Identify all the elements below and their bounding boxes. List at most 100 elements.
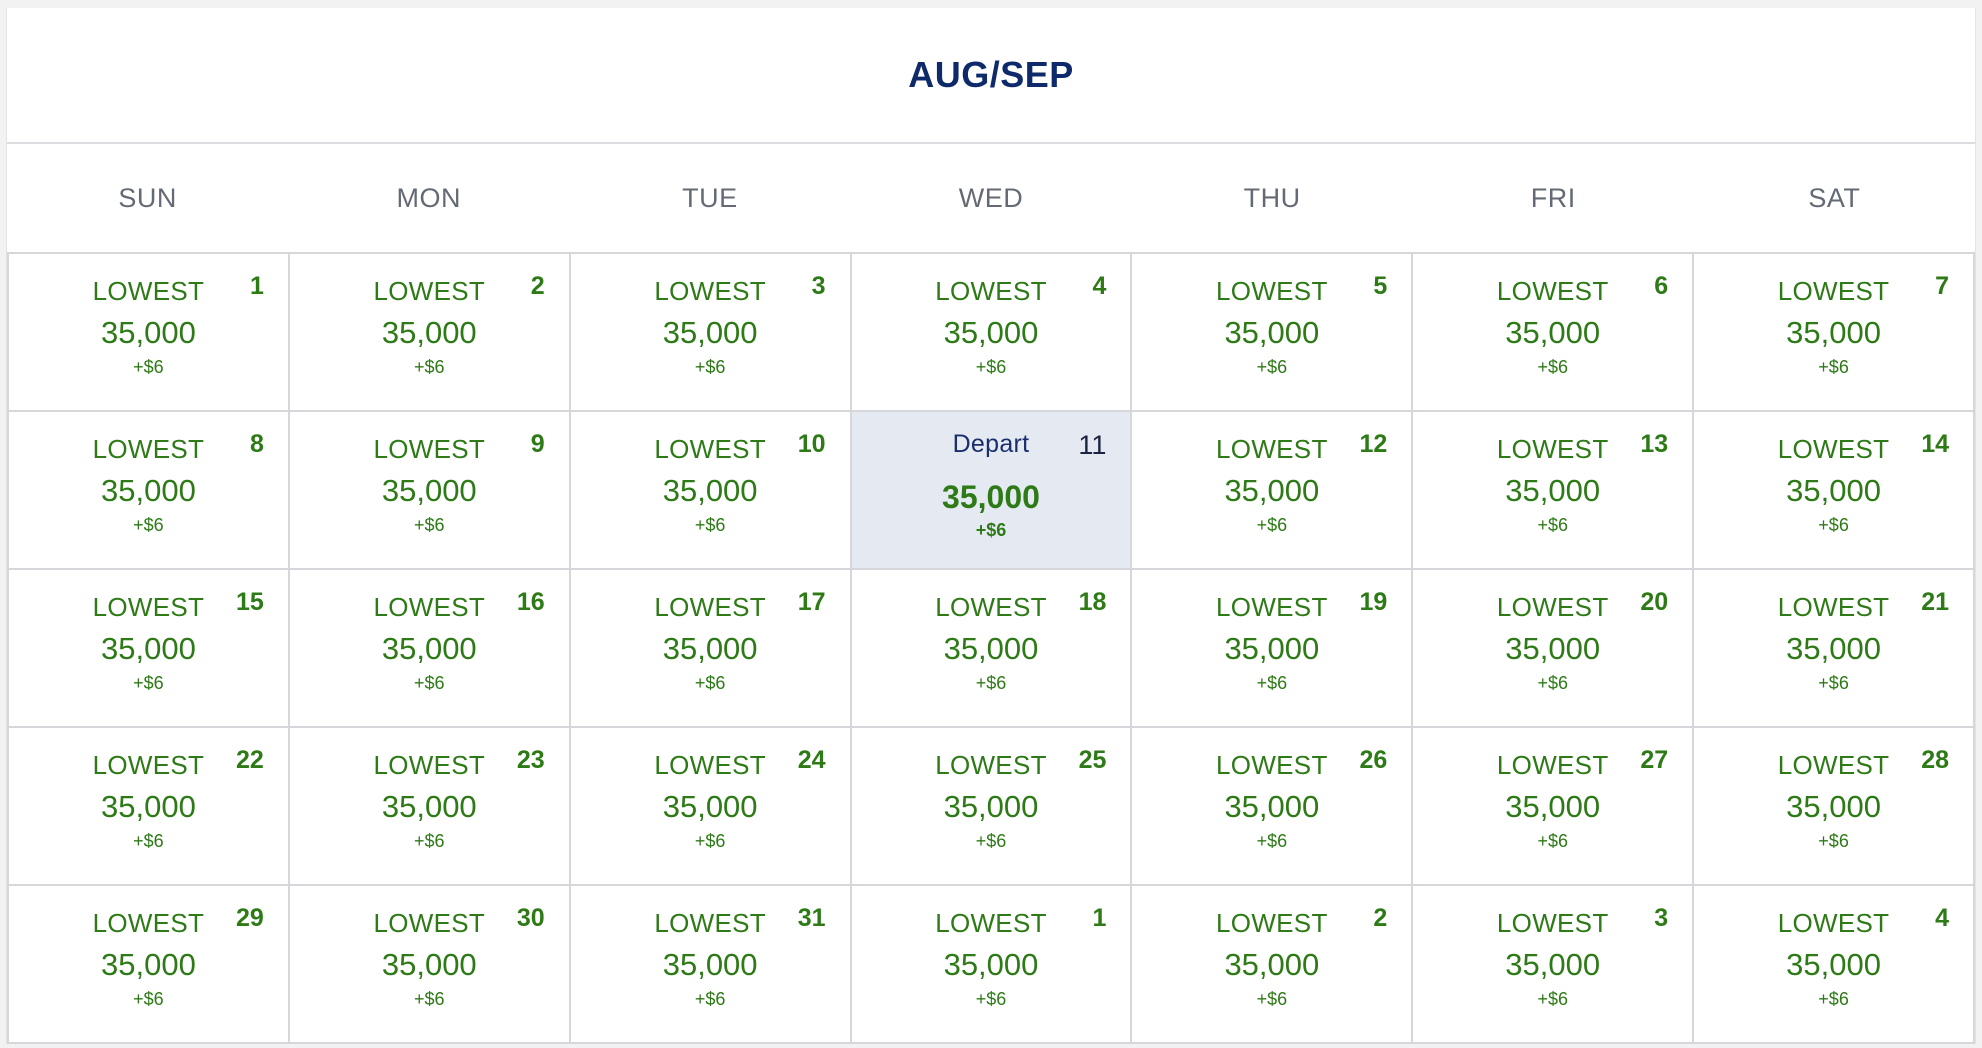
fare-info: LOWEST 35,000 +$6: [571, 588, 850, 694]
day-cell[interactable]: 4 LOWEST 35,000 +$6: [851, 254, 1133, 412]
day-cell[interactable]: 8 LOWEST 35,000 +$6: [9, 412, 290, 570]
day-cell[interactable]: 7 LOWEST 35,000 +$6: [1694, 254, 1975, 412]
fare-info: LOWEST 35,000 +$6: [1413, 272, 1692, 378]
fare-miles: 35,000: [662, 473, 758, 508]
fare-miles: 35,000: [1505, 473, 1601, 508]
day-cell[interactable]: 15 LOWEST 35,000 +$6: [9, 570, 290, 728]
lowest-label: LOWEST: [1216, 434, 1328, 464]
day-number: 10: [797, 430, 826, 458]
fare-miles: 35,000: [101, 315, 196, 350]
day-cell[interactable]: 9 LOWEST 35,000 +$6: [289, 412, 571, 570]
day-cell[interactable]: 23 LOWEST 35,000 +$6: [289, 728, 571, 886]
lowest-label: LOWEST: [1216, 592, 1328, 622]
day-number: 28: [1921, 746, 1949, 774]
day-cell[interactable]: 30 LOWEST 35,000 +$6: [289, 886, 571, 1044]
fare-info: LOWEST 35,000 +$6: [9, 746, 288, 852]
lowest-label: LOWEST: [92, 592, 205, 622]
day-cell[interactable]: 27 LOWEST 35,000 +$6: [1413, 728, 1695, 886]
lowest-label: LOWEST: [92, 750, 205, 780]
day-cell[interactable]: 1 LOWEST 35,000 +$6: [9, 254, 290, 412]
lowest-label: LOWEST: [1496, 750, 1609, 780]
fare-miles: 35,000: [101, 789, 196, 824]
day-number: 8: [249, 430, 264, 458]
fare-fee: +$6: [1818, 357, 1849, 377]
fare-fee: +$6: [975, 673, 1007, 693]
day-cell[interactable]: 16 LOWEST 35,000 +$6: [289, 570, 571, 728]
fare-fee: +$6: [1256, 515, 1288, 535]
day-cell[interactable]: 19 LOWEST 35,000 +$6: [1132, 570, 1414, 728]
day-number: 23: [516, 746, 545, 774]
day-number: 4: [1092, 272, 1107, 300]
day-number: 17: [797, 588, 826, 616]
day-cell[interactable]: 25 LOWEST 35,000 +$6: [851, 728, 1133, 886]
day-number: 16: [516, 588, 545, 616]
day-cell[interactable]: 31 LOWEST 35,000 +$6: [570, 886, 852, 1044]
fare-info: LOWEST 35,000 +$6: [1694, 430, 1973, 536]
day-number: 4: [1935, 904, 1949, 932]
lowest-label: LOWEST: [654, 750, 766, 780]
day-cell[interactable]: 2 LOWEST 35,000 +$6: [1132, 886, 1414, 1044]
day-cell-selected[interactable]: 11 Depart 35,000 +$6: [851, 412, 1133, 570]
fare-miles: 35,000: [662, 631, 758, 666]
fare-miles: 35,000: [662, 789, 758, 824]
weekday-tue: TUE: [682, 182, 738, 213]
fare-info: LOWEST 35,000 +$6: [9, 430, 288, 536]
day-cell[interactable]: 6 LOWEST 35,000 +$6: [1413, 254, 1695, 412]
weekday-sun: SUN: [118, 182, 177, 213]
depart-label: Depart: [952, 430, 1030, 458]
day-cell[interactable]: 20 LOWEST 35,000 +$6: [1413, 570, 1695, 728]
day-cell[interactable]: 17 LOWEST 35,000 +$6: [570, 570, 852, 728]
day-cell[interactable]: 24 LOWEST 35,000 +$6: [570, 728, 852, 886]
day-grid: 1 LOWEST 35,000 +$6 2 LOWEST 35,000 +$6 3 LOWEST 3…: [7, 252, 1975, 1044]
day-cell[interactable]: 5 LOWEST 35,000 +$6: [1132, 254, 1414, 412]
day-cell[interactable]: 10 LOWEST 35,000 +$6: [570, 412, 852, 570]
day-number: 27: [1640, 746, 1669, 774]
fare-fee: +$6: [1537, 989, 1568, 1009]
day-number: 30: [516, 904, 545, 932]
day-cell[interactable]: 1 LOWEST 35,000 +$6: [851, 886, 1133, 1044]
fare-info: LOWEST 35,000 +$6: [290, 588, 569, 694]
fare-info: LOWEST 35,000 +$6: [1694, 904, 1973, 1010]
fare-fee: +$6: [1256, 989, 1288, 1009]
lowest-label: LOWEST: [1496, 908, 1609, 938]
day-number: 6: [1654, 272, 1669, 300]
day-cell[interactable]: 3 LOWEST 35,000 +$6: [570, 254, 852, 412]
fare-info: LOWEST 35,000 +$6: [1132, 904, 1411, 1010]
fare-miles: 35,000: [943, 947, 1039, 982]
lowest-label: LOWEST: [654, 276, 766, 306]
lowest-label: LOWEST: [92, 434, 205, 464]
fare-fee: +$6: [1256, 831, 1288, 851]
day-cell[interactable]: 13 LOWEST 35,000 +$6: [1413, 412, 1695, 570]
day-number: 1: [1092, 904, 1107, 932]
fare-info: LOWEST 35,000 +$6: [1413, 904, 1692, 1010]
fare-fee: +$6: [975, 989, 1007, 1009]
day-cell[interactable]: 12 LOWEST 35,000 +$6: [1132, 412, 1414, 570]
day-cell[interactable]: 14 LOWEST 35,000 +$6: [1694, 412, 1975, 570]
day-cell[interactable]: 26 LOWEST 35,000 +$6: [1132, 728, 1414, 886]
day-cell[interactable]: 2 LOWEST 35,000 +$6: [289, 254, 571, 412]
lowest-label: LOWEST: [373, 908, 486, 938]
fare-fee: +$6: [414, 831, 445, 851]
fare-fee: +$6: [1818, 515, 1849, 535]
day-cell[interactable]: 28 LOWEST 35,000 +$6: [1694, 728, 1975, 886]
fare-fee: +$6: [1537, 673, 1568, 693]
fare-fee: +$6: [133, 831, 164, 851]
fare-info: LOWEST 35,000 +$6: [571, 746, 850, 852]
day-number: 15: [236, 588, 264, 616]
fare-miles: 35,000: [1786, 631, 1881, 666]
day-cell[interactable]: 4 LOWEST 35,000 +$6: [1694, 886, 1975, 1044]
day-number: 14: [1921, 430, 1949, 458]
fare-info: LOWEST 35,000 +$6: [9, 904, 288, 1010]
day-cell[interactable]: 18 LOWEST 35,000 +$6: [851, 570, 1133, 728]
fare-info: LOWEST 35,000 +$6: [9, 588, 288, 694]
weekday-sat: SAT: [1808, 182, 1861, 213]
day-cell[interactable]: 3 LOWEST 35,000 +$6: [1413, 886, 1695, 1044]
day-cell[interactable]: 29 LOWEST 35,000 +$6: [9, 886, 290, 1044]
lowest-label: LOWEST: [373, 750, 486, 780]
fare-miles: 35,000: [1224, 315, 1320, 350]
fare-fee: +$6: [1818, 989, 1849, 1009]
day-cell[interactable]: 21 LOWEST 35,000 +$6: [1694, 570, 1975, 728]
fare-miles: 35,000: [1224, 789, 1320, 824]
day-number: 2: [530, 272, 545, 300]
day-cell[interactable]: 22 LOWEST 35,000 +$6: [9, 728, 290, 886]
